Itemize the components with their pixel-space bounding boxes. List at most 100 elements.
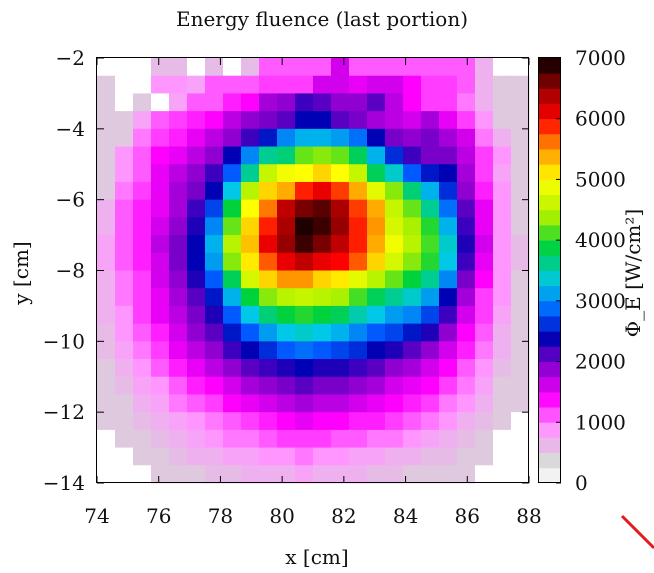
y-tick-label: −14 — [43, 471, 85, 495]
heatmap-cell — [223, 465, 242, 484]
heatmap-cell — [97, 128, 116, 147]
heatmap-cell — [367, 93, 386, 112]
heatmap-cell — [205, 146, 224, 165]
heatmap-cell — [241, 447, 260, 466]
heatmap-cell — [205, 288, 224, 307]
heatmap-cell — [115, 235, 134, 254]
heatmap-cell — [313, 429, 332, 448]
heatmap-cell — [259, 429, 278, 448]
heatmap-cell — [385, 199, 404, 218]
heatmap-cell — [205, 412, 224, 431]
heatmap-cell — [259, 217, 278, 236]
heatmap-cell — [511, 341, 530, 360]
heatmap-cell — [115, 341, 134, 360]
heatmap-cell — [385, 447, 404, 466]
heatmap-cell — [259, 128, 278, 147]
heatmap-cell — [187, 341, 206, 360]
heatmap-cell — [457, 199, 476, 218]
heatmap-cell — [331, 394, 350, 413]
heatmap-cell — [115, 146, 134, 165]
heatmap-cell — [439, 111, 458, 130]
heatmap-cell — [97, 181, 116, 201]
y-axis-ticks: −14 −12 −10 −8 −6 −4 −2 — [43, 46, 529, 495]
heatmap-cell — [313, 111, 332, 130]
heatmap-cell — [439, 465, 458, 484]
colorbar-segment — [539, 346, 561, 362]
heatmap-cell — [493, 164, 512, 183]
heatmap-cell — [457, 93, 476, 112]
heatmap-cell — [403, 305, 422, 325]
heatmap-cell — [97, 429, 116, 448]
heatmap-cell — [223, 75, 242, 94]
heatmap-cell — [205, 341, 224, 360]
heatmap-cell — [367, 252, 386, 271]
heatmap-cell — [511, 359, 530, 378]
heatmap-cell — [115, 199, 134, 218]
heatmap-cell — [331, 412, 350, 431]
heatmap-cell — [493, 376, 512, 395]
heatmap-cell — [313, 270, 332, 289]
heatmap-cell — [133, 270, 152, 289]
heatmap-cell — [493, 394, 512, 413]
heatmap-cell — [259, 412, 278, 431]
heatmap-cell — [511, 288, 530, 307]
heatmap-cell — [223, 323, 242, 342]
heatmap-cell — [295, 252, 314, 271]
heatmap-cell — [313, 394, 332, 413]
heatmap-cell — [475, 394, 494, 413]
heatmap-cell — [151, 93, 170, 112]
heatmap-cell — [313, 376, 332, 395]
heatmap-cell — [205, 252, 224, 271]
heatmap-cell — [349, 252, 368, 271]
heatmap-cell — [187, 199, 206, 218]
heatmap-cell — [385, 181, 404, 201]
heatmap-cell — [133, 412, 152, 431]
heatmap-cell — [403, 128, 422, 147]
colorbar-segment — [539, 300, 561, 317]
heatmap-cell — [97, 235, 116, 254]
heatmap-cell — [277, 341, 296, 360]
heatmap-cell — [475, 111, 494, 130]
heatmap-cell — [187, 305, 206, 325]
heatmap-cell — [439, 252, 458, 271]
heatmap-cell — [511, 164, 530, 183]
heatmap-cell — [169, 305, 188, 325]
heatmap-cell — [367, 447, 386, 466]
heatmap-cell — [169, 252, 188, 271]
heatmap-cell — [493, 270, 512, 289]
heatmap-cell — [349, 199, 368, 218]
heatmap-cell — [349, 58, 368, 77]
heatmap-cell — [277, 58, 296, 77]
heatmap-cell — [223, 447, 242, 466]
heatmap-cell — [457, 412, 476, 431]
heatmap-cell — [223, 164, 242, 183]
x-tick-label: 82 — [331, 504, 356, 528]
heatmap-cell — [457, 164, 476, 183]
heatmap-cell — [97, 217, 116, 236]
heatmap-cell — [277, 270, 296, 289]
heatmap-cell — [151, 146, 170, 165]
heatmap-cell — [241, 58, 260, 77]
heatmap-cell — [421, 447, 440, 466]
heatmap-cell — [511, 376, 530, 395]
heatmap-cell — [421, 75, 440, 94]
colorbar-segment — [539, 58, 561, 74]
heatmap-cell — [151, 305, 170, 325]
heatmap-cell — [187, 288, 206, 307]
heatmap-cell — [403, 146, 422, 165]
heatmap-cell — [223, 217, 242, 236]
heatmap-cell — [115, 305, 134, 325]
heatmap-cell — [313, 235, 332, 254]
heatmap-cell — [187, 146, 206, 165]
colorbar-segment — [539, 164, 561, 180]
heatmap-cell — [367, 199, 386, 218]
colorbar-segment — [539, 149, 561, 165]
heatmap-cell — [313, 93, 332, 112]
heatmap-cell — [187, 323, 206, 342]
heatmap-cell — [475, 412, 494, 431]
heatmap-cell — [331, 164, 350, 183]
heatmap-cell — [385, 146, 404, 165]
heatmap-cell — [439, 394, 458, 413]
heatmap-cell — [493, 146, 512, 165]
heatmap-cell — [403, 252, 422, 271]
